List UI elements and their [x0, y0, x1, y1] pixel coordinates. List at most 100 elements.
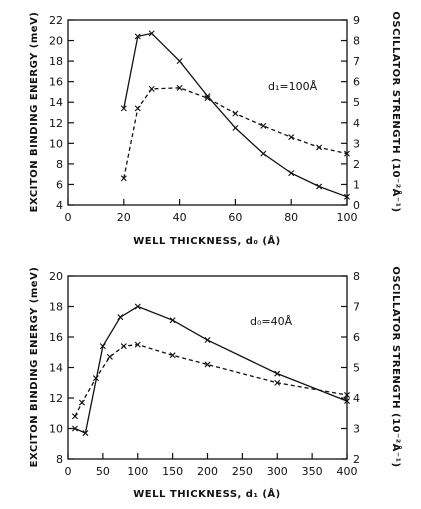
data-point-marker — [148, 85, 155, 92]
data-point-marker — [204, 337, 211, 344]
x-axis-label: WELL THICKNESS, d₁ (Å) — [133, 487, 280, 500]
y2-tick-label: 5 — [353, 362, 360, 375]
x-tick-label: 50 — [96, 465, 110, 478]
data-point-marker — [71, 413, 78, 420]
plot-frame — [67, 275, 348, 460]
x-tick-label: 40 — [173, 211, 187, 224]
dashed-series-line — [123, 87, 348, 179]
data-point-marker — [344, 391, 350, 398]
y-axis-label: EXCITON BINDING ENERGY (meV) — [29, 12, 40, 213]
x-tick-label: 100 — [337, 211, 358, 224]
y2-tick-label: 0 — [353, 199, 360, 212]
x-axis-ticks: 0 20 40 60 80 100 — [65, 199, 358, 224]
chart-panel-bottom: 8 10 12 14 16 18 20 2 3 4 5 6 7 8 0 50 100 150 200 250 300… — [29, 266, 403, 500]
y2-tick-label: 4 — [353, 117, 360, 130]
solid-series-line — [123, 32, 348, 198]
data-point-marker — [71, 425, 78, 432]
data-point-marker — [344, 150, 350, 157]
y-tick-label: 14 — [49, 96, 63, 109]
y2-tick-label: 8 — [353, 270, 360, 283]
y-axis-label: EXCITON BINDING ENERGY (meV) — [29, 267, 40, 468]
data-point-marker — [148, 30, 155, 37]
data-point-marker — [288, 170, 295, 177]
data-point-marker — [288, 134, 295, 141]
data-point-marker — [260, 122, 267, 129]
data-point-marker — [176, 84, 183, 91]
data-point-marker — [134, 33, 141, 40]
y-tick-label: 20 — [49, 35, 63, 48]
series-group — [71, 303, 350, 437]
y-tick-label: 18 — [49, 301, 63, 314]
data-point-marker — [316, 183, 323, 190]
x-axis-ticks: 0 50 100 150 200 250 300 350 400 — [65, 453, 358, 478]
data-point-marker — [134, 341, 141, 348]
y-tick-label: 8 — [56, 453, 63, 466]
y2-tick-label: 3 — [353, 423, 360, 436]
x-tick-label: 400 — [337, 465, 358, 478]
data-point-marker — [316, 144, 323, 151]
y-tick-label: 20 — [49, 270, 63, 283]
data-point-marker — [204, 95, 211, 102]
data-point-marker — [134, 303, 141, 310]
data-point-marker — [232, 110, 239, 117]
y2-tick-label: 7 — [353, 301, 360, 314]
x-tick-label: 20 — [117, 211, 131, 224]
x-tick-label: 100 — [127, 465, 148, 478]
y-tick-label: 12 — [49, 117, 63, 130]
y-tick-label: 6 — [56, 178, 63, 191]
y2-tick-label: 3 — [353, 137, 360, 150]
data-point-marker — [99, 343, 106, 350]
data-point-marker — [134, 105, 141, 112]
data-point-marker — [82, 430, 89, 437]
x-tick-label: 60 — [228, 211, 242, 224]
data-point-marker — [344, 193, 350, 200]
y-tick-label: 4 — [56, 199, 63, 212]
data-point-marker — [260, 150, 267, 157]
x-tick-label: 350 — [302, 465, 323, 478]
data-point-marker — [120, 105, 127, 112]
y-tick-label: 14 — [49, 362, 63, 375]
data-point-marker — [274, 370, 281, 377]
y2-tick-label: 4 — [353, 392, 360, 405]
x-tick-label: 200 — [197, 465, 218, 478]
y-tick-label: 8 — [56, 158, 63, 171]
solid-series-line — [74, 305, 348, 435]
dashed-series-line — [74, 343, 348, 417]
y2-tick-label: 2 — [353, 158, 360, 171]
data-point-marker — [120, 343, 127, 350]
y2-tick-label: 6 — [353, 76, 360, 89]
right-axis-ticks: 0 1 2 3 4 5 6 7 8 9 — [341, 14, 360, 212]
x-tick-label: 0 — [65, 465, 72, 478]
data-point-marker — [169, 352, 176, 359]
y-tick-label: 10 — [49, 423, 63, 436]
data-point-marker — [176, 58, 183, 65]
x-tick-label: 80 — [284, 211, 298, 224]
y-tick-label: 16 — [49, 331, 63, 344]
y2-tick-label: 6 — [353, 331, 360, 344]
y2-axis-label: OSCILLATOR STRENGTH (10⁻²Å⁻¹) — [390, 11, 403, 212]
y-tick-label: 18 — [49, 55, 63, 68]
y-tick-label: 12 — [49, 392, 63, 405]
y-tick-label: 10 — [49, 137, 63, 150]
y2-tick-label: 9 — [353, 14, 360, 27]
left-axis-ticks: 8 10 12 14 16 18 20 — [49, 270, 74, 466]
annotation: d₁=100Å — [268, 80, 318, 93]
y2-tick-label: 1 — [353, 178, 360, 191]
data-point-marker — [106, 353, 113, 360]
data-point-marker — [204, 361, 211, 368]
y2-tick-label: 5 — [353, 96, 360, 109]
series-group — [120, 30, 350, 200]
x-axis-label: WELL THICKNESS, d₀ (Å) — [133, 234, 280, 247]
y2-tick-label: 8 — [353, 35, 360, 48]
data-point-marker — [169, 317, 176, 324]
data-point-marker — [117, 314, 124, 321]
data-point-marker — [92, 375, 99, 382]
data-point-marker — [120, 175, 127, 182]
data-point-marker — [78, 399, 85, 406]
y2-axis-label: OSCILLATOR STRENGTH (10⁻²Å⁻¹) — [390, 266, 403, 467]
annotation: d₀=40Å — [250, 315, 293, 328]
y-tick-label: 22 — [49, 14, 63, 27]
x-tick-label: 300 — [267, 465, 288, 478]
